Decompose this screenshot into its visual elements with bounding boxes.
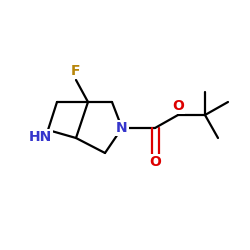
Text: N: N (116, 121, 128, 135)
Text: HN: HN (28, 130, 52, 144)
Text: F: F (71, 64, 81, 78)
Text: O: O (149, 155, 161, 169)
Text: O: O (172, 99, 184, 113)
